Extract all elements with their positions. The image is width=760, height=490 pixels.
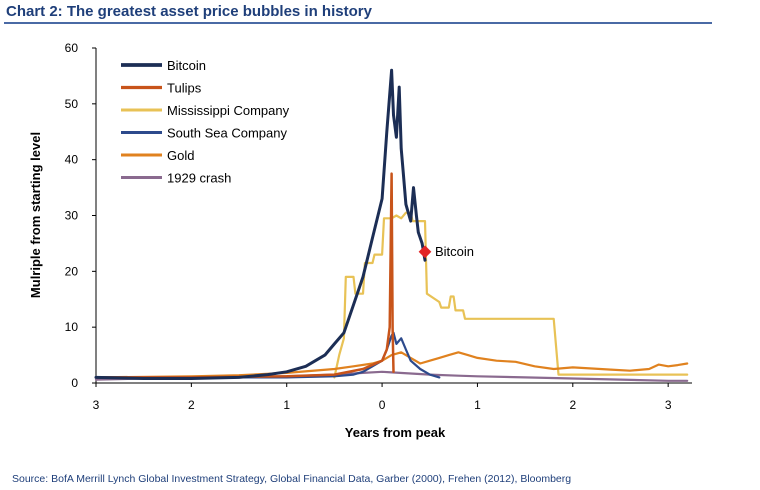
legend-label: Gold xyxy=(167,148,194,163)
y-tick-label: 0 xyxy=(71,376,78,390)
title-rule xyxy=(4,22,712,24)
annotation-layer: Bitcoin xyxy=(418,244,474,259)
bitcoin-current-marker xyxy=(418,245,432,259)
y-axis-label: Mulriple from starting level xyxy=(28,132,43,298)
x-tick-label: 1 xyxy=(283,398,290,412)
series-line-bitcoin xyxy=(94,68,427,380)
series-line-gold xyxy=(94,351,689,379)
series-line-mississippi-company xyxy=(333,211,689,379)
y-tick-label: 50 xyxy=(65,97,79,111)
y-tick-label: 10 xyxy=(65,320,79,334)
x-tick-label: 3 xyxy=(665,398,672,412)
y-tick-label: 60 xyxy=(65,41,79,55)
x-axis-label: Years from peak xyxy=(345,425,446,440)
legend-label: Tulips xyxy=(167,81,202,96)
series-line-south-sea-company xyxy=(94,331,441,379)
legend-label: 1929 crash xyxy=(167,171,231,186)
legend-label: Mississippi Company xyxy=(167,103,290,118)
chart-title: Chart 2: The greatest asset price bubble… xyxy=(6,3,372,20)
series-layer xyxy=(94,68,689,382)
source-note: Source: BofA Merrill Lynch Global Invest… xyxy=(12,473,572,485)
x-tick-label: 2 xyxy=(188,398,195,412)
y-ticks: 0 10 20 30 40 50 60 xyxy=(65,41,96,390)
x-tick-label: 2 xyxy=(569,398,576,412)
x-ticks: 3 2 1 0 1 2 3 xyxy=(93,383,672,412)
x-tick-label: 1 xyxy=(474,398,481,412)
series-line-tulips xyxy=(94,172,395,379)
bitcoin-annotation-label: Bitcoin xyxy=(435,244,474,259)
x-tick-label: 0 xyxy=(379,398,386,412)
y-tick-label: 30 xyxy=(65,209,79,223)
x-tick-label: 3 xyxy=(93,398,100,412)
y-tick-label: 20 xyxy=(65,264,79,278)
y-tick-label: 40 xyxy=(65,153,79,167)
legend-label: Bitcoin xyxy=(167,58,206,73)
legend: Bitcoin Tulips Mississippi Company South Se… xyxy=(121,58,290,186)
legend-label: South Sea Company xyxy=(167,126,287,141)
